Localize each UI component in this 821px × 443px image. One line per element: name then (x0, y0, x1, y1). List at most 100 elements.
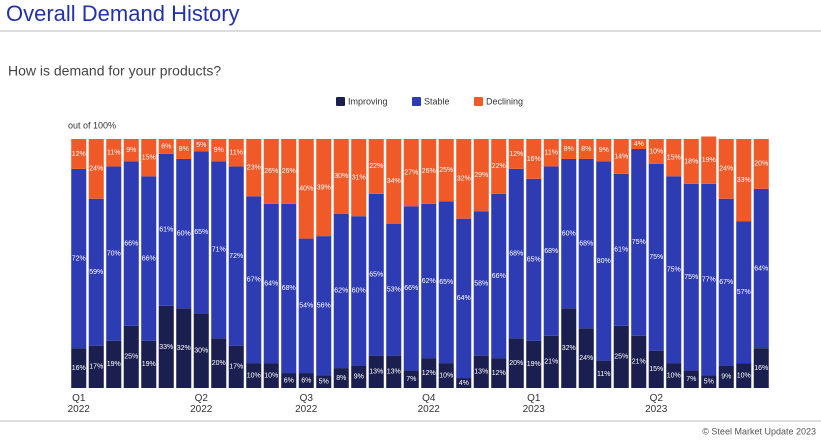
bar-segment (508, 168, 524, 339)
data-label: 30% (334, 173, 348, 180)
chart-title: How is demand for your products? (8, 63, 221, 79)
data-label: 29% (474, 172, 488, 179)
data-label: 16% (527, 156, 541, 163)
bar-segment (736, 221, 752, 364)
footer: © Steel Market Update 2023 (702, 426, 816, 436)
x-tick-label: Q2 2023 (645, 393, 668, 415)
bar-segment (753, 139, 769, 189)
bar-segment (438, 201, 454, 364)
bar-segment (106, 139, 122, 167)
data-label: 22% (492, 163, 506, 170)
bar-segment (263, 139, 279, 204)
data-label: 61% (159, 227, 173, 234)
bar-segment (246, 196, 262, 364)
data-label: 64% (754, 265, 768, 272)
data-label: 19% (107, 361, 121, 368)
data-label: 20% (509, 360, 523, 367)
data-label: 66% (142, 255, 156, 262)
data-label: 9% (599, 147, 609, 154)
bar-segment (456, 139, 472, 219)
bar-segment (561, 308, 577, 388)
bar-segment (246, 363, 262, 388)
bar-segment (263, 203, 279, 364)
data-label: 20% (212, 360, 226, 367)
data-label: 8% (179, 146, 189, 153)
data-label: 72% (229, 253, 243, 260)
bar-segment (456, 218, 472, 379)
data-label: 17% (89, 364, 103, 371)
chart-subtitle: out of 100% (68, 120, 116, 130)
data-label: 10% (264, 372, 278, 379)
bar-segment (368, 139, 384, 194)
data-label: 62% (422, 278, 436, 285)
bar-segment (123, 325, 139, 388)
bar-segment (246, 139, 262, 197)
data-label: 66% (124, 240, 138, 247)
bar-segment (176, 158, 192, 309)
bar-segment (491, 358, 507, 388)
data-label: 59% (89, 269, 103, 276)
data-label: 14% (614, 153, 628, 160)
bar-segment (421, 358, 437, 388)
bar-segment (718, 139, 734, 199)
bar-segment (176, 308, 192, 388)
data-label: 66% (492, 273, 506, 280)
data-label: 61% (614, 247, 628, 254)
data-label: 24% (719, 166, 733, 173)
data-label: 21% (632, 359, 646, 366)
data-label: 26% (282, 168, 296, 175)
data-label: 4% (459, 380, 469, 387)
bar-segment (613, 325, 629, 388)
bar-segment (141, 340, 157, 388)
data-label: 80% (597, 258, 611, 265)
data-label: 75% (632, 239, 646, 246)
data-label: 26% (264, 168, 278, 175)
x-tick-label: Q2 2022 (190, 393, 213, 415)
data-label: 13% (474, 369, 488, 376)
data-label: 10% (439, 372, 453, 379)
bar-segment (596, 360, 612, 388)
bar-segment (683, 139, 699, 184)
x-tick-label: Q4 2022 (417, 393, 440, 415)
data-label: 26% (422, 168, 436, 175)
bar-segment (351, 365, 367, 388)
bar-segment (193, 313, 209, 388)
data-label: 62% (334, 288, 348, 295)
data-label: 25% (439, 167, 453, 174)
bar-segment (333, 139, 349, 214)
data-label: 32% (457, 176, 471, 183)
bar-segment (106, 166, 122, 341)
data-label: 11% (230, 150, 244, 157)
data-label: 10% (247, 372, 261, 379)
bar-segment (368, 355, 384, 388)
data-label: 75% (649, 254, 663, 261)
bar-segment (158, 305, 174, 388)
bar-segment (386, 223, 402, 356)
bar-segment (648, 350, 664, 388)
data-label: 53% (387, 286, 401, 293)
data-label: 15% (667, 155, 681, 162)
data-label: 34% (387, 178, 401, 185)
data-label: 10% (667, 372, 681, 379)
data-label: 64% (264, 280, 278, 287)
data-label: 17% (229, 364, 243, 371)
bar-segment (71, 168, 87, 349)
legend-swatch (336, 97, 345, 106)
data-label: 6% (284, 377, 294, 384)
bar-segment (561, 139, 577, 159)
data-label: 65% (194, 229, 208, 236)
bar-segment (123, 139, 139, 162)
data-label: 19% (527, 361, 541, 368)
data-label: 10% (737, 372, 751, 379)
data-label: 70% (107, 250, 121, 257)
bar-segment (281, 139, 297, 204)
bar-segment (211, 161, 227, 339)
data-label: 60% (352, 288, 366, 295)
data-label: 5% (704, 379, 714, 386)
legend-label: Declining (486, 96, 523, 106)
bar-segment (561, 158, 577, 309)
data-label: 64% (457, 295, 471, 302)
bar-segment (333, 368, 349, 388)
